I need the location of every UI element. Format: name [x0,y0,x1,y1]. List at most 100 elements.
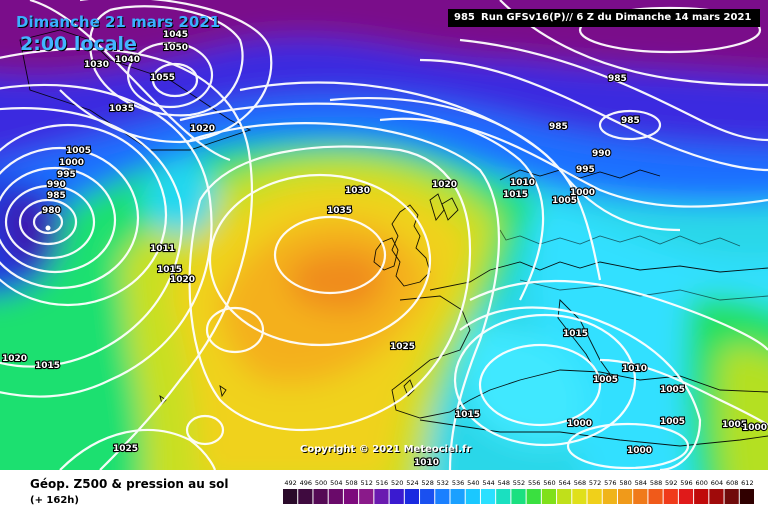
isobar-985-east-ring [598,109,662,141]
isobar-label: 1005 [722,420,747,430]
isobar-label: 1000 [570,188,595,198]
geopotential-map: 1045 1050 1030 1040 1055 1035 1020 1005 … [0,0,768,470]
scale-swatch [465,489,480,504]
isobar-1030-ring [208,173,432,347]
scale-tick-label: 556 [528,479,540,487]
isobar-990-ring [4,184,96,260]
scale-swatch [328,489,343,504]
italy-coast [557,299,611,381]
scale-tick-label: 512 [361,479,373,487]
isobar-1000-north [379,117,768,208]
scale-tick-label: 508 [345,479,357,487]
scale-swatch [435,489,450,504]
isobar-1025-south [59,428,217,470]
inland-borders [499,229,741,247]
isobar-label: 1010 [414,458,439,468]
isobar-label: 1025 [113,444,138,454]
isobar-label: 1005 [66,146,91,156]
scale-tick-label: 560 [543,479,555,487]
isobar-label: 1000 [59,158,84,168]
isobar-label: 1000 [742,423,767,433]
scale-swatch [496,489,511,504]
isobars [0,0,768,470]
scale-swatch [663,489,678,504]
scale-tick-label: 496 [300,479,312,487]
scale-swatch [724,489,739,504]
isobar-label: 1015 [157,265,182,275]
isobar-label: 985 [47,191,66,201]
run-info-text: Run GFSv16(P)// 6 Z du Dimanche 14 mars … [481,12,752,23]
legend-title: Géop. Z500 & pression au sol [30,477,229,491]
scale-tick-label: 504 [330,479,342,487]
isobar-995-ring [0,166,117,274]
isobar-990 [459,38,768,142]
isobar-label: 1010 [622,364,647,374]
scale-swatch [343,489,359,504]
isobar-1025-small [205,306,265,354]
isobar-label: 1045 [163,30,188,40]
isobar-1025-tiny [185,414,225,446]
scale-tick-label: 524 [406,479,418,487]
isobar-1000-med-ring [478,343,602,427]
isobar-label: 1020 [2,354,27,364]
color-scale: 492 496 500 504 508 512 516 520 524 528 532 536 540 5… [283,479,754,504]
scale-swatch [587,489,602,504]
isobar-label: 980 [42,206,61,216]
isobar-label: 1015 [455,410,480,420]
scale-swatch [678,489,694,504]
scale-tick-label: 548 [498,479,510,487]
north-europe-coast [429,261,768,291]
scale-tick-label: 544 [482,479,494,487]
isobar-1040 [59,0,273,144]
scale-tick-label: 596 [680,479,692,487]
isobar-label: 1020 [432,180,457,190]
isobar-985-north-ring [578,6,762,54]
scale-tick-label: 564 [558,479,570,487]
ireland-coast [373,237,399,271]
isobar-1015-north [179,102,545,301]
isobar-label: 995 [57,170,76,180]
isobar-1005-med-ring [453,313,637,447]
scale-tick-label: 536 [452,479,464,487]
scale-swatch [389,489,404,504]
scale-tick-label: 520 [391,479,403,487]
coastlines [19,29,768,447]
isobar-1005-east [599,358,768,426]
isobar-1020-east [189,122,500,470]
scale-tick-label: 600 [695,479,707,487]
scale-tick-label: 568 [574,479,586,487]
scandinavia-coast [429,193,459,221]
scale-tick-label: 492 [284,479,296,487]
scale-tick-label: 592 [665,479,677,487]
isobar-label: 1020 [170,275,195,285]
great-britain-coast [391,204,431,287]
isobar-label: 1040 [115,55,140,65]
scale-swatch [526,489,541,504]
map-svg: 1045 1050 1030 1040 1055 1035 1020 1005 … [0,0,768,470]
isobar-1015 [0,83,213,398]
scale-swatch [313,489,328,504]
scale-swatch [739,489,754,504]
legend-footer: Géop. Z500 & pression au sol (+ 162h) 49… [0,470,768,512]
isobar-1005-north [329,96,681,232]
isobar-1005-ring [0,123,168,307]
scale-tick-label: 516 [376,479,388,487]
scale-swatch [374,489,389,504]
forecast-local-time: 2:00 locale [20,33,137,55]
scale-tick-label: 532 [437,479,449,487]
scale-tick-label: 528 [421,479,433,487]
isobar-1045 [88,5,244,117]
arctic-coast [499,169,661,181]
isobar-1000-ring [0,146,140,290]
isobar-label: 1005 [660,417,685,427]
isobar-label: 1050 [163,43,188,53]
isobar-label: 990 [47,180,66,190]
isobar-1035-ring [273,215,387,295]
isobar-label: 985 [608,74,627,84]
scale-tick-label: 540 [467,479,479,487]
isobar-label: 1005 [593,375,618,385]
scale-swatch [404,489,420,504]
isobar-label: 1035 [109,104,134,114]
isobar-label: 1055 [150,73,175,83]
